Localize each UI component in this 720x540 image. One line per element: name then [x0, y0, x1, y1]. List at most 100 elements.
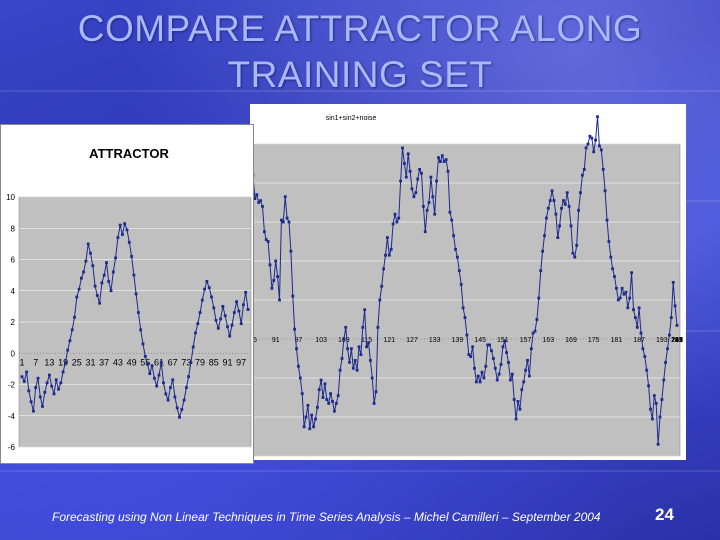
data-point [346, 347, 349, 351]
data-point [662, 378, 666, 382]
data-point [598, 144, 601, 148]
data-point [121, 233, 124, 236]
data-point [656, 442, 660, 446]
data-point [651, 417, 654, 421]
data-point [300, 392, 304, 395]
data-point [442, 160, 446, 163]
data-point [169, 386, 172, 389]
data-point [380, 284, 384, 288]
data-point [107, 280, 111, 283]
data-point [526, 359, 529, 362]
data-point [127, 240, 131, 244]
data-point [471, 345, 474, 349]
data-point [618, 296, 622, 300]
data-point [54, 378, 58, 382]
x-tick-label: 205 [671, 337, 683, 344]
data-point [116, 236, 120, 239]
data-point [316, 405, 319, 409]
data-point [173, 395, 177, 399]
data-point [325, 398, 329, 401]
data-point [363, 308, 367, 312]
data-point [86, 242, 90, 246]
data-point [302, 425, 306, 429]
data-point [157, 373, 161, 377]
data-point [84, 259, 88, 263]
data-point [622, 292, 626, 296]
data-point [550, 189, 554, 193]
data-point [159, 361, 163, 364]
y-tick-label: 0 [11, 349, 16, 358]
data-point [514, 417, 518, 421]
slide-title: COMPARE ATTRACTOR ALONG TRAINING SET [0, 6, 720, 98]
data-point [393, 212, 397, 216]
data-point [306, 403, 310, 407]
data-point [333, 409, 336, 413]
y-tick-label: -6 [8, 443, 16, 452]
background-streak [0, 470, 720, 472]
data-point [340, 357, 344, 360]
data-point [577, 208, 580, 212]
data-point [207, 286, 211, 289]
data-point [22, 380, 26, 383]
y-tick-label: 4 [11, 287, 16, 296]
data-point [285, 216, 289, 220]
data-point [278, 298, 281, 302]
data-point [89, 251, 92, 255]
data-point [482, 376, 486, 380]
data-point [522, 380, 526, 384]
x-tick-label: 73 [181, 357, 191, 367]
data-point [219, 317, 222, 321]
x-tick-label: 91 [272, 337, 280, 344]
background-streak [0, 90, 720, 92]
data-point [196, 322, 200, 325]
data-point [323, 382, 327, 386]
data-point [80, 276, 83, 280]
data-point [596, 115, 599, 119]
data-point [571, 251, 575, 255]
data-point [450, 218, 454, 222]
data-point [118, 223, 122, 227]
data-point [673, 304, 677, 308]
data-point [535, 318, 539, 321]
data-point [134, 292, 138, 296]
data-point [29, 400, 33, 404]
x-tick-label: 61 [154, 357, 164, 367]
data-point [420, 171, 423, 175]
y-tick-label: -2 [8, 381, 16, 390]
data-point [533, 329, 537, 333]
x-tick-label: 1 [19, 357, 24, 367]
data-point [478, 380, 482, 384]
data-point [182, 398, 186, 402]
series-line [21, 221, 249, 420]
data-point [493, 366, 497, 370]
data-point [308, 427, 312, 431]
data-point [114, 256, 117, 260]
data-point [148, 372, 152, 375]
data-point [569, 224, 573, 228]
data-point [297, 364, 300, 368]
data-point [467, 353, 471, 356]
data-point [310, 413, 314, 417]
data-point [253, 197, 257, 200]
data-point [446, 169, 450, 173]
data-point [210, 295, 213, 299]
data-point [410, 187, 414, 191]
data-point [221, 305, 225, 308]
data-point [416, 177, 420, 181]
data-point [270, 286, 274, 290]
data-point [178, 415, 181, 419]
data-point [437, 156, 440, 159]
data-point [509, 378, 512, 382]
data-point [237, 309, 241, 313]
data-point [654, 402, 658, 405]
data-point [552, 199, 556, 202]
data-point [45, 381, 49, 385]
x-tick-label: 223 [671, 337, 683, 344]
data-point [613, 275, 616, 278]
x-tick-label: 85 [209, 357, 219, 367]
data-point [475, 380, 478, 384]
data-point [261, 205, 264, 208]
data-point [541, 249, 544, 253]
data-point [36, 376, 40, 380]
data-point [652, 394, 656, 397]
